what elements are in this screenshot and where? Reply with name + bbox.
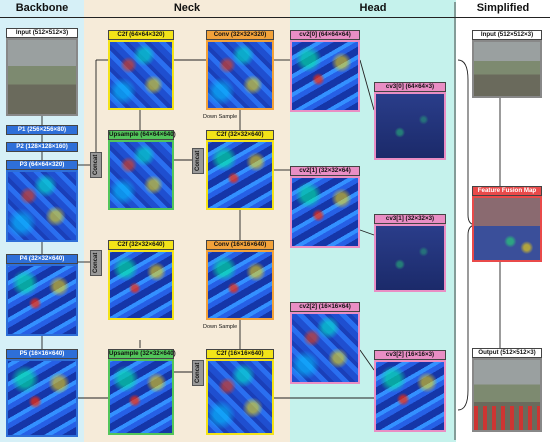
concat-block-1: Concat (90, 152, 102, 178)
p3-heatmap (6, 170, 78, 242)
concat-block-3: Concat (192, 148, 204, 174)
p3-label: P3 (64×64×320) (6, 160, 78, 170)
p5-heatmap (6, 359, 78, 437)
neck-c2f-3-heatmap (206, 140, 274, 210)
neck-c2f-1-heatmap (108, 40, 174, 110)
simplified-output-image (472, 358, 542, 432)
cv2-1-heatmap (290, 176, 360, 248)
neck-c2f-4-heatmap (206, 359, 274, 435)
cv3-2-label: cv3[2] (16×16×3) (374, 350, 446, 360)
feature-fusion-label: Feature Fusion Map (472, 186, 542, 196)
simplified-output-label: Output (512×512×3) (472, 348, 542, 358)
neck-upsample-1-heatmap (108, 140, 174, 210)
neck-conv-2-heatmap (206, 250, 274, 320)
down-sample-note-1: Down Sample (203, 114, 238, 120)
neck-c2f-3-label: C2f (32×32×640) (206, 130, 274, 140)
p1-label: P1 (256×256×80) (6, 125, 78, 135)
p5-label: P5 (16×16×640) (6, 349, 78, 359)
neck-upsample-1-label: Upsample (64×64×640) (108, 130, 176, 140)
down-sample-note-2: Down Sample (203, 324, 238, 330)
neck-c2f-4-label: C2f (16×16×640) (206, 349, 274, 359)
simplified-input-image (472, 40, 542, 98)
p2-label: P2 (128×128×160) (6, 142, 78, 152)
neck-c2f-2-heatmap (108, 250, 174, 320)
p4-label: P4 (32×32×640) (6, 254, 78, 264)
neck-header: Neck (173, 2, 201, 14)
header-divider (0, 17, 550, 18)
neck-c2f-1-label: C2f (64×64×320) (108, 30, 174, 40)
cv3-0-label: cv3[0] (64×64×3) (374, 82, 446, 92)
neck-upsample-2-heatmap (108, 359, 174, 435)
concat-block-2: Concat (90, 250, 102, 276)
cv2-2-heatmap (290, 312, 360, 384)
backbone-input-label: Input (512×512×3) (6, 28, 78, 38)
feature-fusion-map (472, 196, 542, 262)
concat-block-4: Concat (192, 360, 204, 386)
cv3-1-label: cv3[1] (32×32×3) (374, 214, 446, 224)
neck-conv-1-label: Conv (32×32×320) (206, 30, 274, 40)
simplified-header: Simplified (476, 2, 530, 14)
cv3-0-map (374, 92, 446, 160)
neck-conv-2-label: Conv (16×16×640) (206, 240, 274, 250)
backbone-header: Backbone (15, 2, 69, 14)
cv2-0-heatmap (290, 40, 360, 112)
neck-c2f-2-label: C2f (32×32×640) (108, 240, 174, 250)
cv3-1-map (374, 224, 446, 292)
simplified-input-label: Input (512×512×3) (472, 30, 542, 40)
backbone-input-image (6, 38, 78, 116)
cv3-2-heatmap (374, 360, 446, 432)
neck-conv-1-heatmap (206, 40, 274, 110)
cv2-0-label: cv2[0] (64×64×64) (290, 30, 360, 40)
cv2-1-label: cv2[1] (32×32×64) (290, 166, 360, 176)
neck-upsample-2-label: Upsample (32×32×640) (108, 349, 176, 359)
head-header: Head (359, 2, 387, 14)
cv2-2-label: cv2[2] (16×16×64) (290, 302, 360, 312)
p4-heatmap (6, 264, 78, 336)
